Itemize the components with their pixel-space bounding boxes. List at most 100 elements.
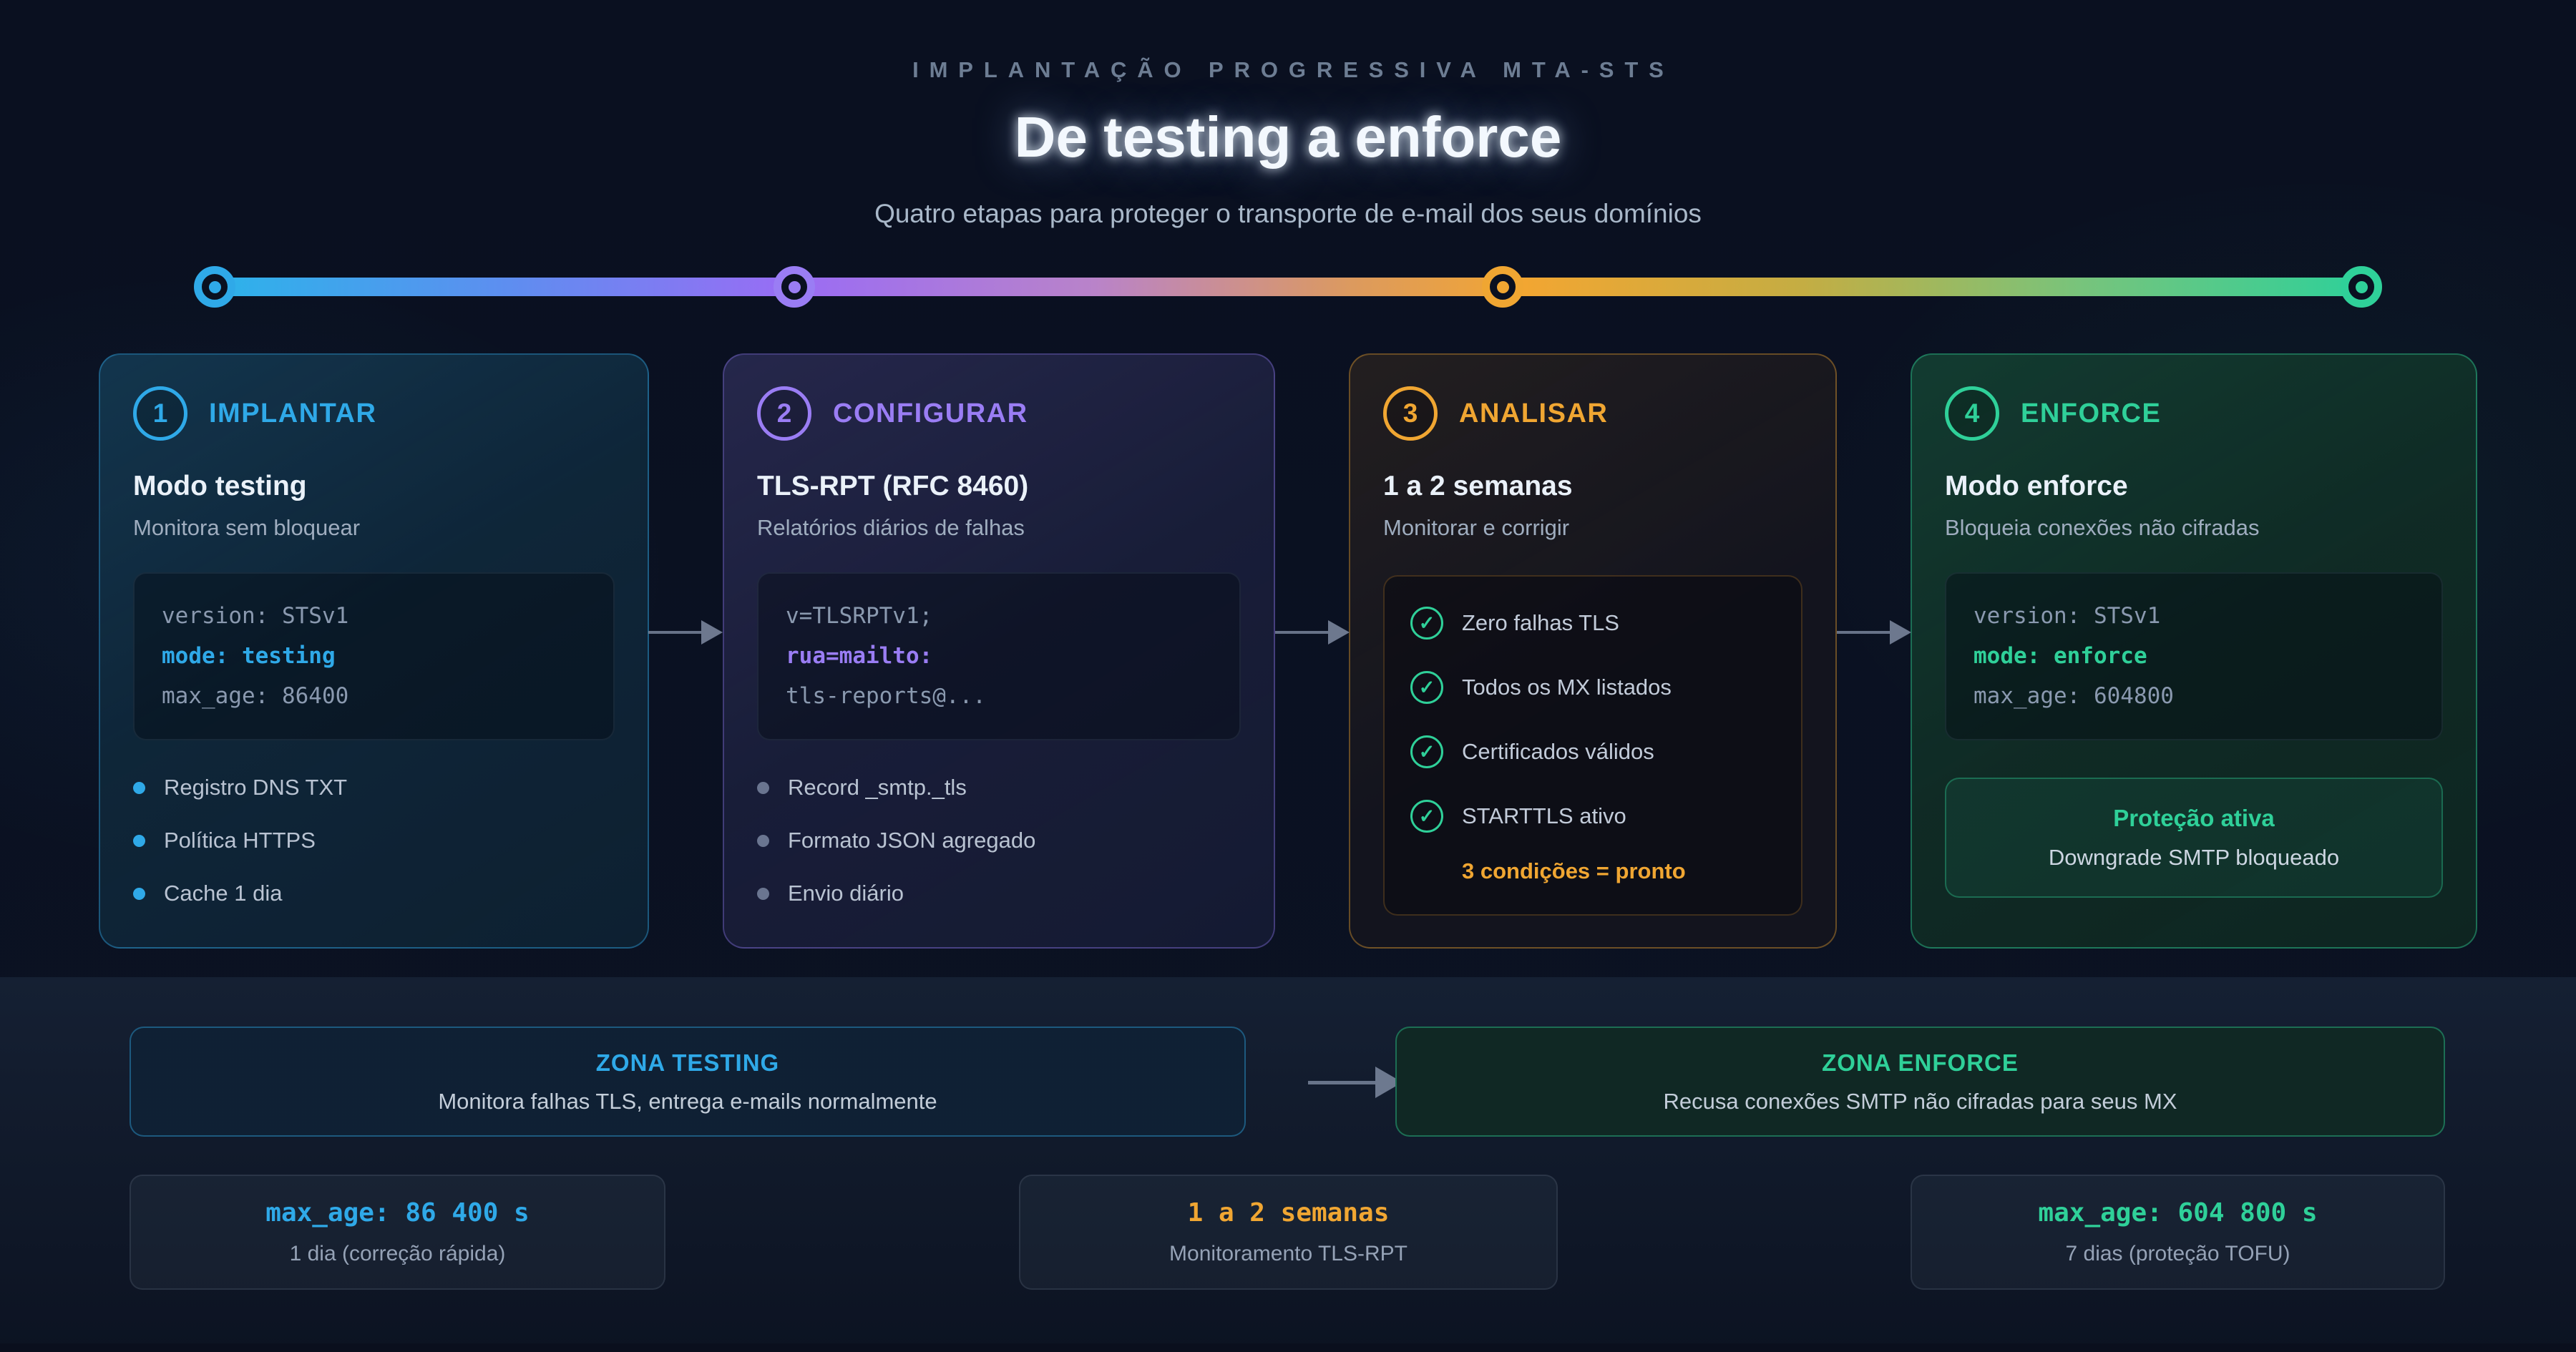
- timeline-dot-2: [774, 266, 815, 308]
- stage-bullet-list: Registro DNS TXT Política HTTPS Cache 1 …: [133, 775, 615, 906]
- stage-card-implantar: 1 IMPLANTAR Modo testing Monitora sem bl…: [99, 353, 649, 949]
- stage-heading: 1 a 2 semanas: [1383, 471, 1573, 501]
- stage-number-badge: 2: [757, 386, 811, 441]
- stat-value: max_age: 86 400 s: [265, 1198, 530, 1228]
- stage-number: 3: [1402, 398, 1418, 428]
- stat-caption: Monitoramento TLS-RPT: [1169, 1242, 1407, 1265]
- code-line: version: STSv1: [162, 603, 349, 629]
- checklist-conclusion: 3 condições = pronto: [1462, 858, 1686, 883]
- checklist-label: Certificados válidos: [1462, 739, 1654, 764]
- stage-number-badge: 3: [1383, 386, 1438, 441]
- policy-code-block: version: STSv1 mode: testing max_age: 86…: [133, 572, 615, 741]
- zone-title: ZONA ENFORCE: [1822, 1049, 2019, 1076]
- timeline-dot-core: [208, 280, 221, 293]
- bullet-dot-icon: [757, 834, 769, 847]
- progress-timeline: [194, 266, 2382, 308]
- stage-label: IMPLANTAR: [209, 398, 377, 428]
- code-line: max_age: 604800: [1974, 682, 2174, 709]
- code-line: tls-reports@...: [786, 682, 986, 709]
- list-item: Record _smtp._tls: [757, 775, 1241, 800]
- zone-subtitle: Monitora falhas TLS, entrega e-mails nor…: [438, 1088, 937, 1114]
- arrow-line: [1275, 631, 1328, 634]
- stat-max-age-testing: max_age: 86 400 s 1 dia (correção rápida…: [130, 1175, 665, 1290]
- callout-title: Proteção ativa: [2113, 805, 2275, 832]
- stage-subheading: Relatórios diários de falhas: [757, 515, 1025, 540]
- timeline-gradient-bar: [215, 278, 2361, 296]
- callout-subtitle: Downgrade SMTP bloqueado: [2048, 845, 2340, 871]
- bullet-label: Record _smtp._tls: [788, 775, 967, 800]
- page-title: De testing a enforce: [1014, 105, 1562, 169]
- checklist-label: Zero falhas TLS: [1462, 610, 1619, 635]
- stage-heading: TLS-RPT (RFC 8460): [757, 471, 1029, 501]
- timeline-dot-4: [2341, 266, 2382, 308]
- bullet-dot-icon: [133, 781, 145, 794]
- stage-card-analisar: 3 ANALISAR 1 a 2 semanas Monitorar e cor…: [1349, 353, 1837, 949]
- stage-card-enforce: 4 ENFORCE Modo enforce Bloqueia conexões…: [1911, 353, 2477, 949]
- stat-caption: 7 dias (proteção TOFU): [2065, 1242, 2290, 1265]
- timeline-dot-core: [2355, 280, 2368, 293]
- protection-callout: Proteção ativa Downgrade SMTP bloqueado: [1945, 778, 2443, 898]
- arrow-right-icon: [1308, 1066, 1402, 1099]
- zone-title: ZONA TESTING: [595, 1049, 780, 1076]
- stage-label: ENFORCE: [2021, 398, 2162, 428]
- arrow-right-icon: [1837, 619, 1911, 645]
- arrow-head: [1328, 620, 1350, 645]
- stat-max-age-enforce: max_age: 604 800 s 7 dias (proteção TOFU…: [1911, 1175, 2445, 1290]
- arrow-line: [1837, 631, 1890, 634]
- check-icon: ✓: [1410, 607, 1443, 640]
- arrow-line: [648, 631, 701, 634]
- arrow-head: [701, 620, 723, 645]
- arrow-line: [1308, 1080, 1375, 1084]
- bullet-label: Envio diário: [788, 881, 904, 906]
- policy-code-block: version: STSv1 mode: enforce max_age: 60…: [1945, 572, 2443, 741]
- stage-bullet-list: Record _smtp._tls Formato JSON agregado …: [757, 775, 1241, 906]
- stage-card-header: 1 IMPLANTAR: [133, 386, 615, 441]
- bullet-label: Cache 1 dia: [164, 881, 283, 906]
- timeline-dot-core: [1496, 280, 1509, 293]
- stage-heading: Modo testing: [133, 471, 307, 501]
- stage-number: 4: [1964, 398, 1980, 428]
- zone-enforce-panel: ZONA ENFORCE Recusa conexões SMTP não ci…: [1395, 1027, 2445, 1137]
- arrow-head: [1890, 620, 1911, 645]
- list-item: Política HTTPS: [133, 828, 615, 853]
- stage-card-header: 2 CONFIGURAR: [757, 386, 1241, 441]
- code-line-highlight: mode: enforce: [1974, 642, 2147, 669]
- zone-testing-panel: ZONA TESTING Monitora falhas TLS, entreg…: [130, 1027, 1246, 1137]
- checklist-item: ✓ Zero falhas TLS: [1410, 607, 1775, 640]
- stage-subheading: Bloqueia conexões não cifradas: [1945, 515, 2260, 540]
- eyebrow: IMPLANTAÇÃO PROGRESSIVA MTA-STS: [912, 57, 1674, 82]
- stage-card-header: 4 ENFORCE: [1945, 386, 2443, 441]
- readiness-checklist: ✓ Zero falhas TLS ✓ Todos os MX listados ✓…: [1383, 575, 1802, 916]
- stage-subheading: Monitora sem bloquear: [133, 515, 361, 540]
- stage-label: CONFIGURAR: [833, 398, 1028, 428]
- list-item: Registro DNS TXT: [133, 775, 615, 800]
- bullet-dot-icon: [133, 887, 145, 900]
- stage-card-configurar: 2 CONFIGURAR TLS-RPT (RFC 8460) Relatóri…: [723, 353, 1275, 949]
- zone-subtitle: Recusa conexões SMTP não cifradas para s…: [1663, 1088, 2177, 1114]
- bottom-edge-strip: [0, 1343, 2576, 1352]
- timeline-dot-core: [788, 280, 801, 293]
- stat-value: 1 a 2 semanas: [1187, 1198, 1390, 1228]
- arrow-right-icon: [1275, 619, 1350, 645]
- code-line: version: STSv1: [1974, 603, 2161, 629]
- stage-number: 2: [776, 398, 792, 428]
- list-item: Envio diário: [757, 881, 1241, 906]
- bullet-label: Política HTTPS: [164, 828, 316, 853]
- list-item: Cache 1 dia: [133, 881, 615, 906]
- check-icon: ✓: [1410, 735, 1443, 768]
- code-line-highlight: mode: testing: [162, 642, 336, 669]
- stage-label: ANALISAR: [1459, 398, 1609, 428]
- code-line: v=TLSRPTv1;: [786, 603, 933, 629]
- check-icon: ✓: [1410, 800, 1443, 833]
- checklist-item: ✓ Certificados válidos: [1410, 735, 1775, 768]
- page-subtitle: Quatro etapas para proteger o transporte…: [874, 199, 1702, 228]
- bullet-dot-icon: [757, 887, 769, 900]
- stat-value: max_age: 604 800 s: [2038, 1198, 2318, 1228]
- check-icon: ✓: [1410, 671, 1443, 704]
- stage-number-badge: 4: [1945, 386, 1999, 441]
- list-item: Formato JSON agregado: [757, 828, 1241, 853]
- timeline-dot-3: [1482, 266, 1523, 308]
- bullet-dot-icon: [757, 781, 769, 794]
- stage-subheading: Monitorar e corrigir: [1383, 515, 1570, 540]
